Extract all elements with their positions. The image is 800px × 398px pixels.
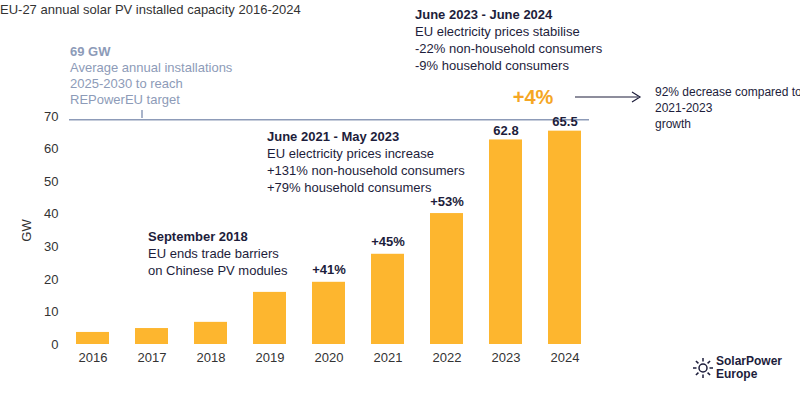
html-text:2021-2023: 2021-2023 (655, 101, 713, 115)
html-text:Average annual installations: Average annual installations (70, 60, 233, 75)
svg-text:10: 10 (44, 304, 58, 319)
svg-text:2018: 2018 (197, 350, 226, 365)
html-text:2025-2030 to reach: 2025-2030 to reach (70, 76, 183, 91)
html-text:June 2021 - May 2023: June 2021 - May 2023 (267, 129, 400, 144)
svg-text:2019: 2019 (256, 350, 285, 365)
svg-text:2022: 2022 (433, 350, 462, 365)
html-text:EU-27 annual solar PV installe: EU-27 annual solar PV installed capacity… (0, 2, 301, 17)
html-text:-22% non-household consumers: -22% non-household consumers (415, 41, 603, 56)
svg-text:+53%: +53% (430, 194, 464, 209)
html-text:REPowerEU target: REPowerEU target (70, 92, 180, 107)
svg-text:50: 50 (44, 174, 58, 189)
svg-text:2021: 2021 (374, 350, 403, 365)
svg-text:62.8: 62.8 (493, 123, 518, 138)
svg-text:+45%: +45% (371, 234, 405, 249)
svg-text:20: 20 (44, 272, 58, 287)
html-text:EU electricity prices stabilis: EU electricity prices stabilise (415, 24, 580, 39)
svg-text:65.5: 65.5 (552, 114, 577, 129)
svg-text:40: 40 (44, 206, 58, 221)
svg-text:GW: GW (19, 219, 34, 242)
html-text:Europe: Europe (716, 367, 758, 381)
svg-text:+41%: +41% (312, 262, 346, 277)
html-text:EU ends trade barriers: EU ends trade barriers (148, 246, 279, 261)
html-text:June 2023 - June 2024: June 2023 - June 2024 (415, 7, 553, 22)
svg-text:2017: 2017 (138, 350, 167, 365)
svg-text:2024: 2024 (551, 350, 580, 365)
html-text:+79% household consumers: +79% household consumers (267, 180, 432, 195)
html-text:-9% household consumers: -9% household consumers (415, 58, 569, 73)
svg-text:2016: 2016 (79, 350, 108, 365)
svg-text:2023: 2023 (492, 350, 521, 365)
svg-text:+4%: +4% (513, 86, 554, 108)
html-text:EU electricity prices increase: EU electricity prices increase (267, 146, 434, 161)
html-text:September 2018: September 2018 (148, 229, 248, 244)
html-text:growth: growth (655, 117, 691, 131)
svg-text:0: 0 (51, 337, 58, 352)
html-text:69 GW: 69 GW (70, 44, 111, 59)
svg-text:70: 70 (44, 109, 58, 124)
svg-text:30: 30 (44, 239, 58, 254)
svg-text:60: 60 (44, 141, 58, 156)
html-text:on Chinese PV modules: on Chinese PV modules (148, 263, 288, 278)
html-text:SolarPower: SolarPower (716, 354, 782, 368)
svg-text:2020: 2020 (315, 350, 344, 365)
html-text:+131% non-household consumers: +131% non-household consumers (267, 163, 465, 178)
